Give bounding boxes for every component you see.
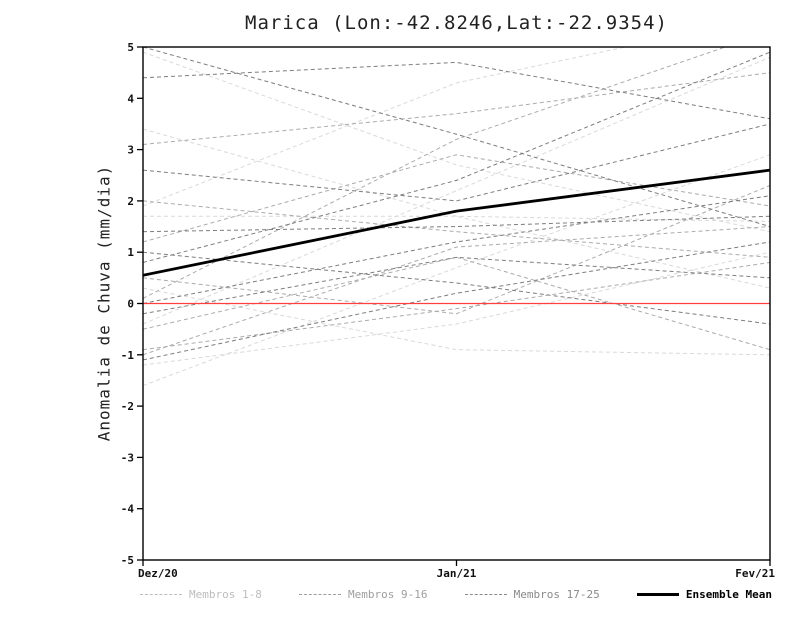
member-line: [143, 123, 770, 202]
member-line: [143, 47, 628, 207]
legend-label: Membros 9-16: [348, 588, 428, 601]
y-tick-label: 5: [127, 41, 134, 54]
y-tick-label: -4: [121, 503, 135, 516]
legend-label: Membros 17-25: [513, 588, 600, 601]
member-line: [143, 154, 770, 387]
y-tick-label: 3: [127, 144, 134, 157]
member-line: [143, 226, 770, 356]
member-line: [143, 261, 770, 351]
x-tick-label: Fev/21: [735, 567, 775, 580]
legend-item-membros-1-8: Membros 1-8: [140, 588, 262, 601]
y-tick-label: 4: [127, 92, 134, 105]
member-line: [143, 256, 770, 351]
y-tick-label: 1: [127, 246, 134, 259]
y-tick-label: -3: [121, 451, 134, 464]
legend-item-membros-9-16: Membros 9-16: [299, 588, 428, 601]
x-tick-label: Jan/21: [437, 567, 477, 580]
legend: Membros 1-8 Membros 9-16 Membros 17-25 E…: [140, 588, 772, 601]
member-line: [143, 128, 770, 222]
y-tick-label: -1: [121, 349, 135, 362]
member-line: [143, 241, 770, 361]
member-line: [143, 56, 770, 325]
legend-item-ensemble-mean: Ensemble Mean: [636, 588, 772, 601]
member-line: [143, 185, 770, 315]
x-tick-label: Dez/20: [138, 567, 178, 580]
member-line: [143, 215, 770, 289]
member-line: [143, 287, 770, 356]
legend-label: Membros 1-8: [189, 588, 262, 601]
y-tick-label: -5: [121, 554, 134, 567]
dashed-line-swatch: [299, 594, 342, 595]
member-line: [143, 215, 770, 233]
member-line: [143, 61, 770, 120]
chart-title: Marica (Lon:-42.8246,Lat:-22.9354): [245, 12, 668, 34]
dashed-line-swatch: [464, 594, 507, 595]
dashed-line-swatch: [140, 594, 182, 595]
y-tick-label: 0: [127, 298, 134, 311]
member-line: [143, 256, 770, 315]
member-line: [143, 51, 770, 263]
legend-label: Ensemble Mean: [685, 588, 772, 601]
member-line: [143, 154, 770, 243]
member-line: [143, 51, 770, 233]
ensemble-mean-line: [143, 168, 770, 277]
member-line: [143, 200, 770, 258]
member-line: [143, 72, 770, 145]
member-line: [143, 47, 770, 228]
member-line: [143, 195, 770, 304]
legend-item-membros-17-25: Membros 17-25: [464, 588, 600, 601]
member-line: [143, 251, 770, 325]
y-tick-label: -2: [121, 400, 134, 413]
y-tick-label: 2: [127, 195, 134, 208]
member-line: [143, 47, 727, 299]
solid-line-swatch: [636, 593, 679, 596]
member-line: [143, 251, 770, 366]
